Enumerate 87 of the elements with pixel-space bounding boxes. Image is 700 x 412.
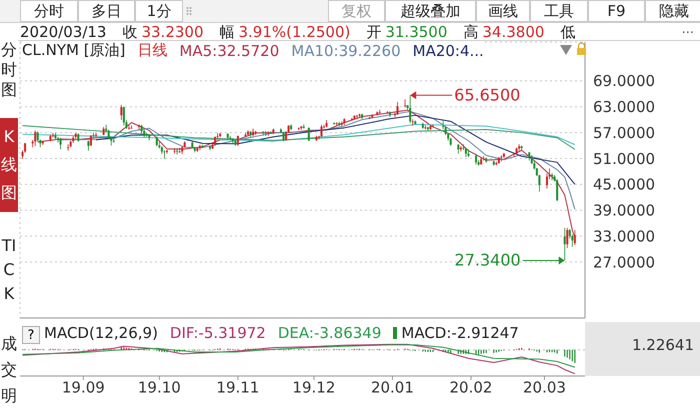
candlestick [60,137,62,150]
candlestick [396,102,399,116]
candlestick [92,132,94,139]
candlestick [163,150,166,160]
candlestick [156,136,158,147]
annotation: 日线 [137,41,168,60]
candlestick [457,144,460,154]
text: 高 [463,22,478,42]
line-series [96,114,576,185]
candlestick [404,98,406,108]
y-tick-label: 63.0000 [593,98,656,116]
text: 隐藏 [645,0,700,22]
candlestick [94,132,98,138]
text: K线图 [0,126,18,204]
text: MA10:39.2260 [291,42,401,60]
candlestick [176,148,178,155]
x-tick-label: 19.11 [216,378,260,397]
text: 复权 [328,0,385,22]
candlestick [120,104,122,120]
text: MA20:4... [412,42,484,60]
text: 分时图 [0,40,18,100]
x-tick-label: 20.03 [522,378,566,397]
text: 3.91%(1.2500) [238,23,350,41]
text: 1.22641 [632,336,694,354]
text: 34.3800 [482,23,544,41]
x-tick-label: 19.09 [62,378,105,397]
legend-label: MACD:-2.91247 [400,324,519,342]
series-label: DEA:-3.86349 [278,324,382,342]
text: F9 [588,0,645,22]
text: 超级叠加 [385,0,476,22]
candlestick [90,134,92,146]
annotation: 65.6500 [454,85,520,104]
text: 低 [560,22,576,42]
candlestick [574,230,576,246]
text: 幅 [220,22,234,42]
candlestick [464,147,467,158]
candlestick [500,155,502,162]
series-label: DIF:-5.31972 [170,324,266,342]
candlestick [214,136,216,146]
x-tick-label: 19.10 [138,378,181,397]
text: 收 [122,22,138,42]
candlestick [513,152,516,158]
line-series [22,124,576,146]
text: 分时 [20,0,78,22]
text: 开 [366,22,382,42]
candlestick [566,227,568,249]
text: MA5:32.5720 [179,42,280,60]
candlestick [308,126,310,142]
candlestick [236,135,239,146]
y-tick-label: 45.0000 [593,176,656,194]
candlestick [475,153,478,165]
annotation: CL.NYM [原油] [22,41,126,60]
text: TICK [0,235,18,305]
text: ... [682,22,694,37]
candlestick [356,114,358,120]
candlestick [178,147,181,154]
x-tick-label: 20.02 [450,378,492,397]
candlestick [556,178,558,202]
text: MACD(12,26,9) [44,324,158,342]
y-tick-label: 57.0000 [593,124,656,142]
candlestick [34,130,36,146]
text: 1分 [135,0,183,22]
y-tick-label: 33.0000 [593,227,656,246]
y-tick-label: 39.0000 [593,202,656,220]
annotation: 27.3400 [454,250,521,270]
candlestick [409,94,412,124]
x-tick-label: 19.12 [292,378,336,397]
text: 画线 [476,0,530,22]
candlestick [174,148,176,154]
y-tick-label: 51.0000 [593,150,656,168]
candlestick [320,124,323,138]
candlestick [52,132,54,138]
text: 2020/03/13 [20,23,106,41]
candlestick [282,131,285,142]
text: 成交明 [0,331,18,409]
x-tick-label: 20.01 [370,378,414,397]
text: 工具 [530,0,588,22]
candlestick [67,144,70,152]
text: 多日 [78,0,135,22]
y-tick-label: 69.0000 [593,72,656,90]
candlestick [564,227,566,261]
line-series [22,125,576,150]
text: 31.3500 [385,23,448,41]
text: ? [22,326,40,344]
text: 33.2300 [141,23,204,41]
y-tick-label: 27.0000 [593,253,656,272]
candlestick [122,106,125,126]
